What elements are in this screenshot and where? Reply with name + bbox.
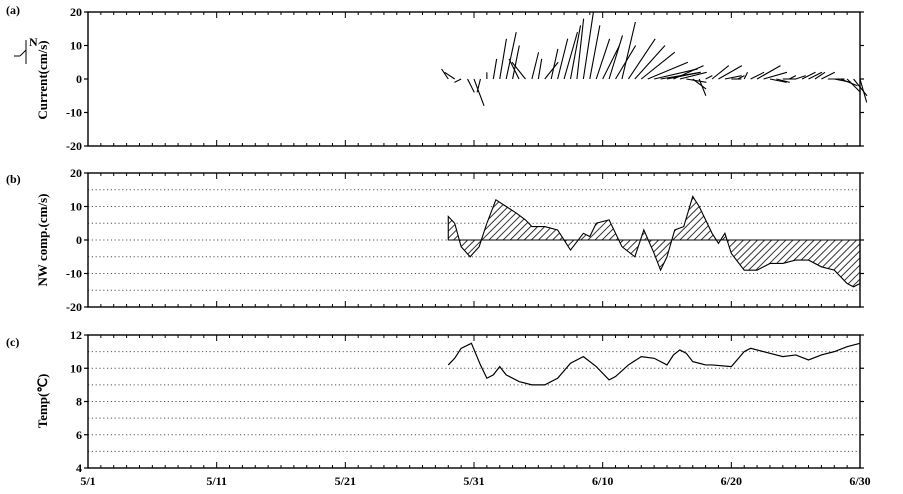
current-vector [724,75,742,80]
current-vector [666,71,701,80]
x-tick-label: 5/11 [206,474,227,488]
north-arrow-icon: N [14,35,38,64]
current-vector [608,35,624,80]
panel-c-temperature: (c) Temp(℃) 4 6 8 10 12 5/1 5/11 5/21 5/31 6/10 6… [6,328,871,488]
current-vector [763,71,788,80]
panel-a-label: (a) [6,3,20,17]
current-vector [589,25,601,80]
current-vector [576,18,585,80]
y-tick-label: 0 [76,233,82,247]
current-vector [467,78,475,93]
panel-a-current-vectors: (a) Current(cm/s) N -20 -10 0 10 20 [6,3,868,153]
y-tick-label: 6 [76,428,82,442]
y-tick-label: 10 [70,39,82,53]
current-vector [840,78,858,87]
current-vector [711,65,730,80]
y-tick-label: 0 [76,72,82,86]
current-vector [602,45,620,80]
y-tick-label: 12 [70,328,82,342]
current-vector [808,71,823,80]
current-vector [750,71,765,80]
current-vector [544,61,559,80]
panel-c-frame [87,334,861,469]
current-vector [473,78,485,106]
y-tick-label: -20 [66,300,82,314]
current-vector [531,52,540,80]
current-vector [634,45,666,80]
current-vector [705,75,713,80]
current-vector [640,51,676,80]
panel-c-label: (c) [6,335,19,349]
current-vector [795,75,806,80]
current-vector [698,78,707,96]
current-vector [686,78,707,83]
current-vector [499,38,507,80]
current-vector [595,38,611,80]
y-tick-label: 20 [70,5,82,19]
current-vector [563,31,578,80]
y-tick-label: -20 [66,139,82,153]
nw-component-area [447,195,861,288]
current-vector [846,78,861,93]
current-vector [654,68,698,80]
y-tick-label: 10 [70,361,82,375]
current-vector [679,71,707,80]
x-tick-label: 5/1 [80,474,95,488]
current-vector [673,65,704,80]
current-vector [582,11,594,80]
current-vector [492,58,498,80]
current-vector [647,61,689,80]
x-tick-label: 5/31 [463,474,484,488]
current-vector [454,78,462,83]
y-tick-label: -10 [66,106,82,120]
y-tick-label: 4 [76,461,82,475]
current-vector [627,38,656,80]
current-vector [537,58,543,80]
panel-b-label: (b) [6,172,21,186]
current-vector [621,21,636,80]
panel-b-ylabel: NW comp.(cm/s) [35,194,50,287]
north-label: N [29,35,38,49]
panel-c-ylabel: Temp(℃) [35,374,50,429]
current-vector [557,38,569,80]
current-vector [508,58,520,80]
current-vector [692,78,707,90]
current-vector [444,71,456,80]
current-vector [756,65,781,80]
current-vector [476,78,481,93]
x-tick-label: 5/21 [335,474,356,488]
current-vector [788,75,797,80]
current-vector [505,31,517,80]
current-vector [569,25,582,80]
current-vector [718,65,743,80]
x-tick-label: 6/10 [592,474,613,488]
panel-a-ylabel: Current(cm/s) [35,40,50,119]
x-tick-label: 6/20 [721,474,742,488]
current-vector [511,61,526,80]
panel-b-nw-component: (b) NW comp.(cm/s) -20 -10 0 10 20 [6,166,864,314]
current-vector [769,78,787,83]
current-vector [814,71,826,80]
current-vector [859,78,868,103]
current-vector [737,75,745,80]
y-tick-label: 10 [70,200,82,214]
y-tick-label: -10 [66,267,82,281]
current-vector [776,78,790,83]
y-tick-label: 20 [70,166,82,180]
temperature-line [447,342,861,386]
current-vector [512,45,520,80]
current-vector [801,71,816,80]
current-vector [743,72,749,80]
y-tick-label: 8 [76,395,82,409]
current-vector [550,48,559,80]
current-vector [821,71,836,80]
x-tick-label: 6/30 [849,474,870,488]
current-vector [441,68,449,80]
